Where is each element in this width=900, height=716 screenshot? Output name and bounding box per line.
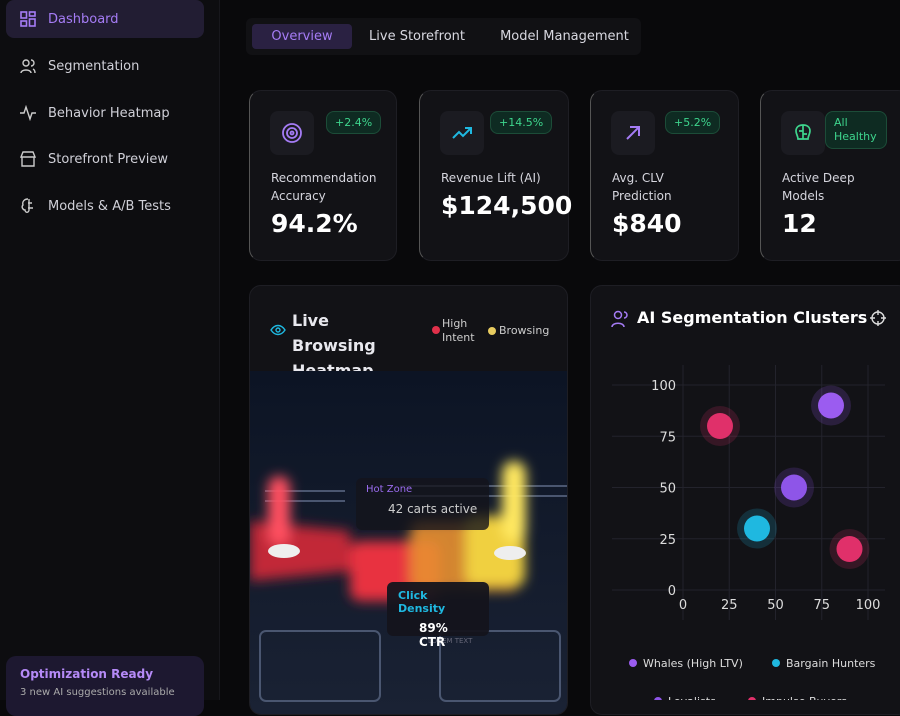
- nav-label: Storefront Preview: [48, 151, 169, 167]
- kpi-badge: All Healthy: [825, 111, 887, 149]
- kpi-icon: [781, 111, 825, 155]
- kpi-icon: [611, 111, 655, 155]
- kpi-badge: +5.2%: [665, 111, 721, 134]
- legend-label: High Intent: [442, 317, 475, 344]
- kpi-card: +14.5% Revenue Lift (AI) $124,500: [419, 90, 573, 261]
- carts-text: 42 carts active: [388, 502, 478, 516]
- kpi-card: +2.4% Recommendation Accuracy 94.2%: [249, 90, 397, 261]
- promo-text: 3 new AI suggestions available: [20, 687, 175, 698]
- promo-title: Optimization Ready: [20, 667, 154, 681]
- kpi-icon: [270, 111, 314, 155]
- nav-item[interactable]: Storefront Preview: [6, 140, 204, 178]
- nav-item[interactable]: Dashboard: [6, 0, 204, 38]
- nav-label: Segmentation: [48, 58, 140, 74]
- kpi-icon: [440, 111, 484, 155]
- density-label: Click Density: [398, 589, 446, 615]
- kpi-card: All Healthy Active Deep Models 12: [760, 90, 900, 261]
- ctr-text: 89% CTR: [419, 621, 448, 649]
- kpi-label: Avg. CLV Prediction: [612, 171, 672, 203]
- density-tooltip: Click Density 89% CTR: [387, 582, 489, 649]
- kpi-badge: +2.4%: [326, 111, 382, 134]
- tab[interactable]: Live Storefront: [369, 29, 465, 44]
- hot-zone-label: Hot Zone: [366, 484, 413, 495]
- kpi-card: +5.2% Avg. CLV Prediction $840: [590, 90, 739, 261]
- kpi-value: $840: [612, 209, 682, 238]
- nav-item[interactable]: Segmentation: [6, 47, 204, 85]
- segmentation-card: [590, 285, 900, 715]
- sign-text: LOREM TEXT: [428, 637, 473, 645]
- tab[interactable]: Overview: [252, 24, 352, 49]
- hot-zone-tooltip: Hot Zone 42 carts active: [356, 478, 489, 530]
- promo-card: Optimization Ready 3 new AI suggestions …: [6, 656, 204, 716]
- kpi-value: 12: [782, 209, 817, 238]
- heatmap-card: Live Browsing Heatmap High Intent Browsi…: [249, 285, 568, 715]
- nav-label: Behavior Heatmap: [48, 105, 170, 121]
- nav-label: Dashboard: [48, 11, 119, 27]
- kpi-value: $124,500: [441, 191, 573, 220]
- kpi-label: Active Deep Models: [782, 171, 855, 203]
- legend-label: Browsing: [499, 324, 550, 337]
- eye-icon: [270, 324, 286, 336]
- kpi-badge: +14.5%: [490, 111, 553, 134]
- heatmap-image: LOREM TEXT: [250, 371, 567, 714]
- nav-item[interactable]: Models & A/B Tests: [6, 187, 204, 225]
- kpi-value: 94.2%: [271, 209, 358, 238]
- kpi-label: Revenue Lift (AI): [441, 171, 541, 185]
- tab[interactable]: Model Management: [500, 29, 629, 44]
- legend-dot: [488, 327, 496, 335]
- kpi-label: Recommendation Accuracy: [271, 171, 377, 203]
- nav-label: Models & A/B Tests: [48, 198, 171, 214]
- legend-dot: [432, 326, 440, 334]
- nav-item[interactable]: Behavior Heatmap: [6, 94, 204, 132]
- sidebar: Dashboard Segmentation Behavior Heatmap …: [0, 0, 220, 716]
